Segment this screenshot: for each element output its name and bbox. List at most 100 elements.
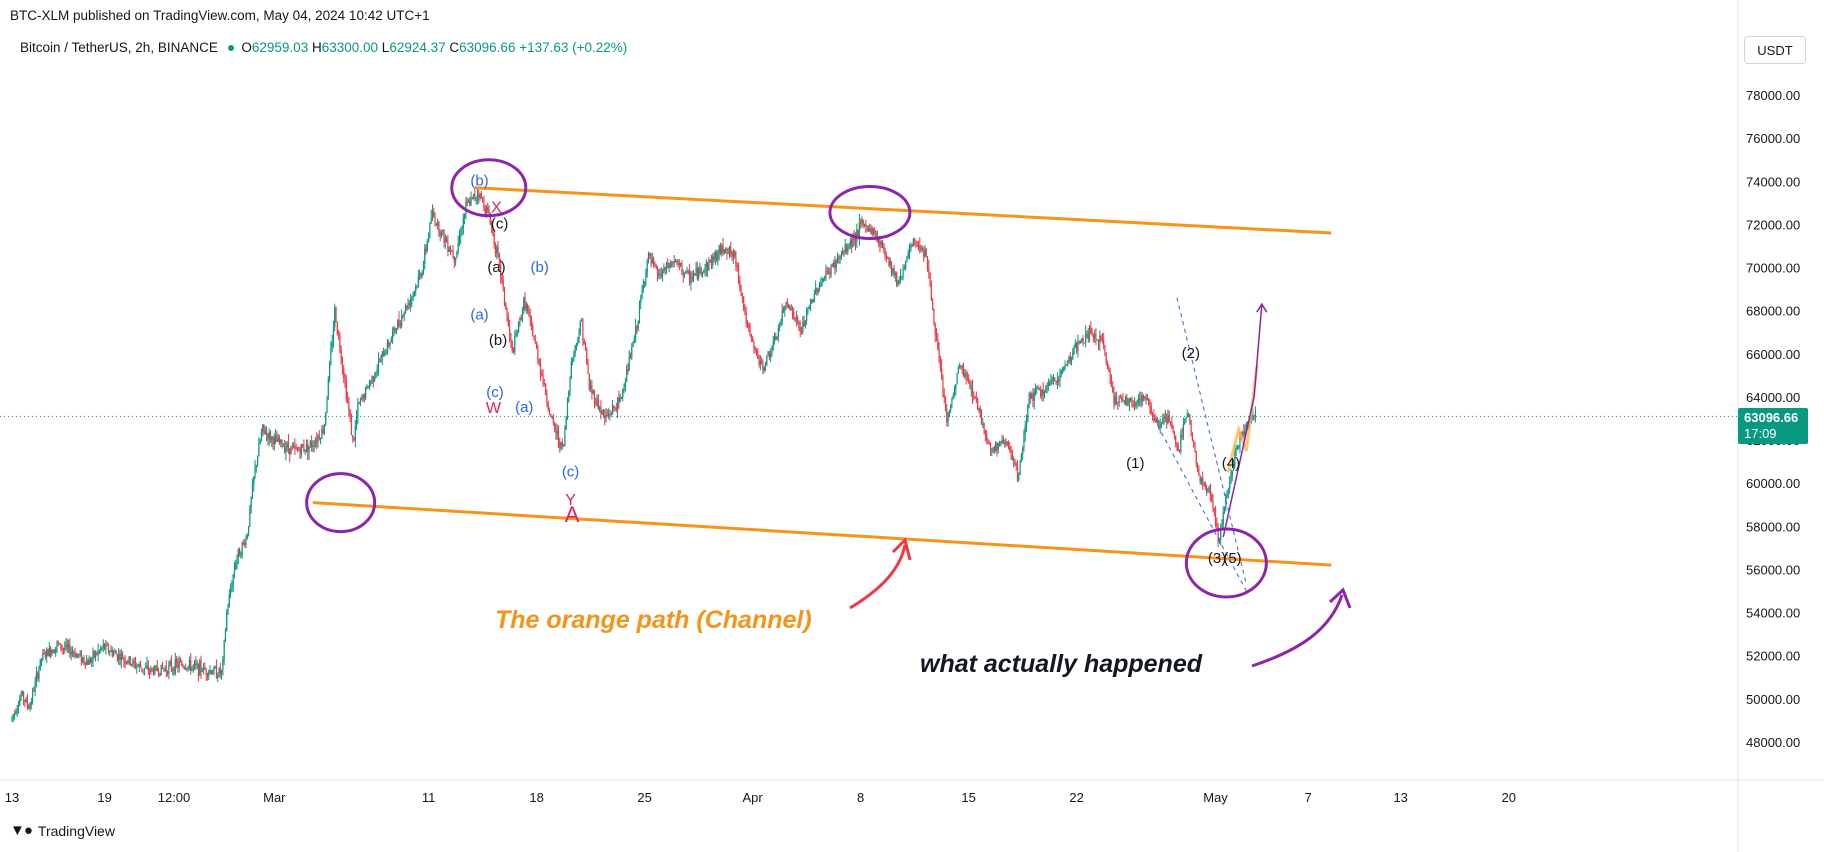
candle-body [1032,393,1034,401]
candle-body [325,412,327,425]
candle-body [156,666,158,671]
candle-body [872,228,875,230]
candle-body [52,650,54,654]
x-tick-label: 8 [857,790,864,805]
candle-body [384,352,386,357]
tradingview-logo-icon: ▼● [10,822,33,839]
candle-body [291,446,293,448]
candle-body [334,307,336,328]
candle-body [934,324,936,335]
candle-body [506,309,508,317]
candle-body [628,356,630,371]
y-tick-label: 74000.00 [1746,174,1800,189]
candle-body [956,373,958,385]
candle-body [921,248,923,251]
candle-body [262,424,264,432]
candle-body [109,651,111,653]
tradingview-footer[interactable]: ▼● TradingView [10,822,115,839]
candle-body [965,373,967,378]
candle-body [254,466,256,477]
highlight-circle-top-middle [828,185,912,241]
candle-body [1014,459,1016,465]
candle-body [1220,529,1222,540]
candle-body [19,699,21,706]
candle-body [323,424,326,433]
candle-body [1178,450,1181,452]
candle-body [1122,400,1124,402]
candle-body [501,275,503,280]
footer-brand: TradingView [37,822,115,839]
candle-body [282,445,284,447]
candle-body [857,230,859,237]
candle-body [1046,385,1048,388]
candle-body [507,316,509,327]
symbol-name[interactable]: Bitcoin / TetherUS, 2h, BINANCE [20,40,218,55]
candle-body [455,257,457,262]
candle-body [1230,476,1232,484]
candle-body [762,361,764,371]
candle-body [743,296,745,309]
candle-body [637,321,639,329]
candle-body [170,661,173,670]
candle-body [305,443,308,450]
candle-body [1177,445,1179,451]
symbol-legend[interactable]: Bitcoin / TetherUS, 2h, BINANCE O62959.0… [20,40,627,55]
candle-body [101,647,103,649]
time-axis[interactable]: 13 19 12:00 Mar 11 18 25 Apr 8 15 22 May 7 13 20 [5,790,1516,805]
candle-body [775,336,777,340]
candle-body [717,253,719,262]
candle-body [29,704,31,709]
candle-body [1253,415,1255,417]
x-tick-label: 12:00 [158,790,191,805]
wave-label: (3) [1208,550,1226,567]
candle-body [100,648,102,651]
candle-body [329,363,331,379]
candle-body [915,241,917,246]
candle-body [1029,393,1031,399]
candle-body [552,416,554,423]
candle-body [1104,346,1106,356]
candle-body [145,667,147,669]
candle-body [425,248,427,251]
candle-body [215,667,218,679]
candle-body [935,334,938,340]
candle-body [498,253,500,260]
candle-body [354,425,356,441]
candle-body [786,302,788,305]
candle-body [22,692,25,700]
candle-body [1180,434,1182,452]
candle-body [115,651,117,655]
candle-body [723,250,725,254]
candle-body [348,401,350,411]
candle-body [343,368,345,378]
candle-body [496,247,498,254]
candle-body [991,450,993,452]
currency-button[interactable]: USDT [1744,36,1806,64]
candle-body [1101,338,1103,340]
candle-body [43,652,45,654]
candle-body [435,224,437,226]
candle-body [317,436,319,443]
candle-body [858,222,860,237]
candle-body [107,645,110,653]
candle-body [16,709,18,714]
candle-body [854,239,857,242]
candle-body [1191,432,1193,441]
last-price-tag: 63096.66 17:09 [1738,408,1808,444]
candle-body [487,207,489,211]
candle-body [635,326,637,339]
y-tick-label: 50000.00 [1746,692,1800,707]
candle-body [150,668,152,673]
candle-body [66,643,68,648]
candle-body [710,261,713,265]
candle-body [739,279,741,287]
candle-body [1231,470,1233,477]
candle-body [224,630,227,641]
candle-body [902,269,904,277]
candle-body [1214,509,1217,524]
candle-body [905,261,907,269]
price-axis[interactable]: 48000.00 50000.00 52000.00 54000.00 56000.00… [1746,88,1800,750]
candle-body [721,245,723,253]
open-label: O [241,40,252,55]
